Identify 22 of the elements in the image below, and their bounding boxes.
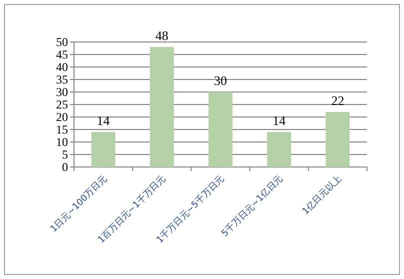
- y-tick-label: 35: [56, 72, 68, 86]
- y-tick-label: 10: [56, 135, 68, 149]
- y-tick-label: 40: [56, 60, 68, 74]
- y-tick-label: 20: [56, 110, 68, 124]
- y-tick-label: 30: [56, 85, 68, 99]
- bar: [91, 132, 116, 167]
- x-tick-label: 1亿日元以上: [300, 173, 344, 217]
- bar: [267, 132, 292, 167]
- bar: [150, 47, 174, 167]
- data-label: 14: [96, 113, 110, 128]
- y-tick-label: 50: [56, 35, 68, 49]
- y-tick-label: 15: [56, 122, 68, 136]
- data-label: 48: [155, 28, 168, 43]
- bar: [208, 92, 232, 167]
- data-label: 14: [272, 113, 286, 128]
- y-tick-label: 25: [56, 98, 68, 112]
- data-label: 22: [331, 93, 344, 108]
- y-tick-label: 0: [62, 160, 68, 174]
- bar: [326, 112, 350, 167]
- y-tick-label: 45: [56, 48, 68, 62]
- y-tick-label: 5: [62, 148, 68, 162]
- data-label: 30: [214, 73, 227, 88]
